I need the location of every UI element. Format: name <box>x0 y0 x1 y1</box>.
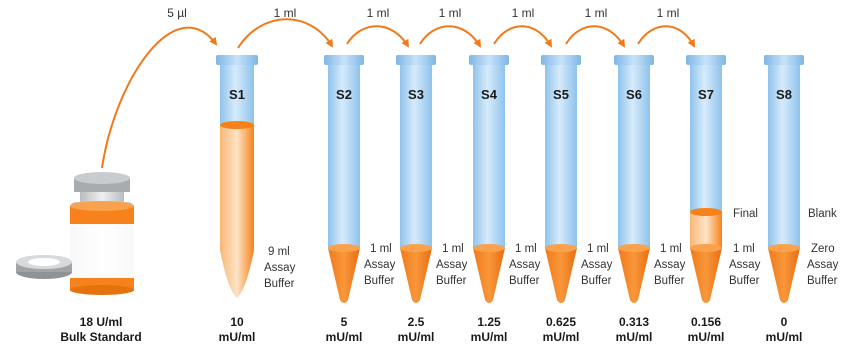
svg-text:18 U/ml: 18 U/ml <box>80 315 123 329</box>
transfer-label-7: 1 ml <box>657 6 680 20</box>
svg-text:mU/ml: mU/ml <box>766 330 803 344</box>
svg-text:1 ml: 1 ml <box>370 243 392 255</box>
svg-text:1 ml: 1 ml <box>733 243 755 255</box>
transfer-arrow-3 <box>346 25 410 48</box>
transfer-label-3: 1 ml <box>367 6 390 20</box>
conc-label-s4: 1.25 mU/ml <box>471 315 508 344</box>
svg-text:1 ml: 1 ml <box>587 243 609 255</box>
svg-text:Assay: Assay <box>436 259 468 271</box>
transfer-arrow-2 <box>237 18 334 49</box>
svg-text:5: 5 <box>341 315 348 329</box>
transfer-label-2: 1 ml <box>274 6 297 20</box>
buffer-label-s6: 1 ml Assay Buffer <box>654 243 686 287</box>
conc-label-s1: 10 mU/ml <box>219 315 256 344</box>
tube-s2 <box>324 55 364 303</box>
svg-text:Assay: Assay <box>264 262 296 274</box>
tube-label-s4: S4 <box>481 87 498 102</box>
transfer-label-6: 1 ml <box>585 6 608 20</box>
buffer-label-s2: 1 ml Assay Buffer <box>364 243 396 287</box>
final-note: Final <box>733 208 758 220</box>
transfer-arrow-5 <box>493 25 553 48</box>
tube-s1 <box>216 55 258 298</box>
tube-s8 <box>764 55 804 303</box>
svg-text:Assay: Assay <box>807 259 839 271</box>
svg-text:Buffer: Buffer <box>729 275 760 287</box>
svg-text:1 ml: 1 ml <box>515 243 537 255</box>
buffer-label-s7: 1 ml Assay Buffer <box>729 243 761 287</box>
transfer-arrow-1 <box>101 26 218 169</box>
svg-text:Buffer: Buffer <box>364 275 395 287</box>
svg-text:mU/ml: mU/ml <box>616 330 653 344</box>
transfer-arrows <box>101 18 695 169</box>
buffer-label-s8: Zero Assay Buffer <box>807 243 839 287</box>
conc-label-s2: 5 mU/ml <box>326 315 363 344</box>
buffer-label-s3: 1 ml Assay Buffer <box>436 243 468 287</box>
tube-label-s5: S5 <box>553 87 569 102</box>
svg-text:1.25: 1.25 <box>477 315 501 329</box>
svg-text:Buffer: Buffer <box>509 275 540 287</box>
svg-text:1 ml: 1 ml <box>442 243 464 255</box>
svg-text:Buffer: Buffer <box>264 278 295 290</box>
svg-text:Bulk Standard: Bulk Standard <box>60 330 141 344</box>
svg-text:0: 0 <box>781 315 788 329</box>
conc-label-s7: 0.156 mU/ml <box>688 315 725 344</box>
svg-text:Assay: Assay <box>654 259 686 271</box>
tube-label-s2: S2 <box>336 87 352 102</box>
svg-text:Assay: Assay <box>729 259 761 271</box>
svg-text:9 ml: 9 ml <box>268 246 290 258</box>
tube-label-s3: S3 <box>408 87 424 102</box>
svg-text:Assay: Assay <box>364 259 396 271</box>
svg-text:Buffer: Buffer <box>807 275 838 287</box>
transfer-label-4: 1 ml <box>439 6 462 20</box>
svg-text:1 ml: 1 ml <box>660 243 682 255</box>
svg-text:mU/ml: mU/ml <box>398 330 435 344</box>
svg-text:Zero: Zero <box>811 243 835 255</box>
conc-label-s5: 0.625 mU/ml <box>543 315 580 344</box>
svg-text:Buffer: Buffer <box>581 275 612 287</box>
tube-label-s1: S1 <box>229 87 245 102</box>
transfer-arrow-4 <box>419 25 482 48</box>
tube-s6 <box>614 55 654 303</box>
transfer-label-5: 1 ml <box>512 6 535 20</box>
svg-text:mU/ml: mU/ml <box>688 330 725 344</box>
svg-text:mU/ml: mU/ml <box>543 330 580 344</box>
tube-s3 <box>396 55 436 303</box>
svg-text:Assay: Assay <box>509 259 541 271</box>
blank-note: Blank <box>808 208 837 220</box>
svg-text:mU/ml: mU/ml <box>219 330 256 344</box>
transfer-arrow-6 <box>565 25 626 48</box>
svg-text:mU/ml: mU/ml <box>326 330 363 344</box>
vial-cap <box>16 255 72 279</box>
transfer-arrow-7 <box>637 25 695 48</box>
svg-text:Assay: Assay <box>581 259 613 271</box>
svg-text:0.313: 0.313 <box>619 315 649 329</box>
tube-s4 <box>469 55 509 303</box>
svg-text:2.5: 2.5 <box>408 315 425 329</box>
tube-label-s6: S6 <box>626 87 642 102</box>
tube-label-s8: S8 <box>776 87 792 102</box>
buffer-label-s5: 1 ml Assay Buffer <box>581 243 613 287</box>
tube-label-s7: S7 <box>698 87 714 102</box>
svg-text:mU/ml: mU/ml <box>471 330 508 344</box>
svg-text:Buffer: Buffer <box>436 275 467 287</box>
svg-text:Buffer: Buffer <box>654 275 685 287</box>
buffer-label-s4: 1 ml Assay Buffer <box>509 243 541 287</box>
bulk-standard-vial <box>70 172 134 295</box>
stock-concentration-label: 18 U/ml Bulk Standard <box>60 315 141 344</box>
svg-text:10: 10 <box>230 315 244 329</box>
conc-label-s3: 2.5 mU/ml <box>398 315 435 344</box>
conc-label-s6: 0.313 mU/ml <box>616 315 653 344</box>
tube-s7 <box>686 55 726 303</box>
transfer-label-1: 5 µl <box>167 6 187 20</box>
svg-text:0.625: 0.625 <box>546 315 576 329</box>
buffer-label-s1: 9 ml Assay Buffer <box>264 246 296 290</box>
svg-text:0.156: 0.156 <box>691 315 721 329</box>
conc-label-s8: 0 mU/ml <box>766 315 803 344</box>
tube-s5 <box>541 55 581 303</box>
